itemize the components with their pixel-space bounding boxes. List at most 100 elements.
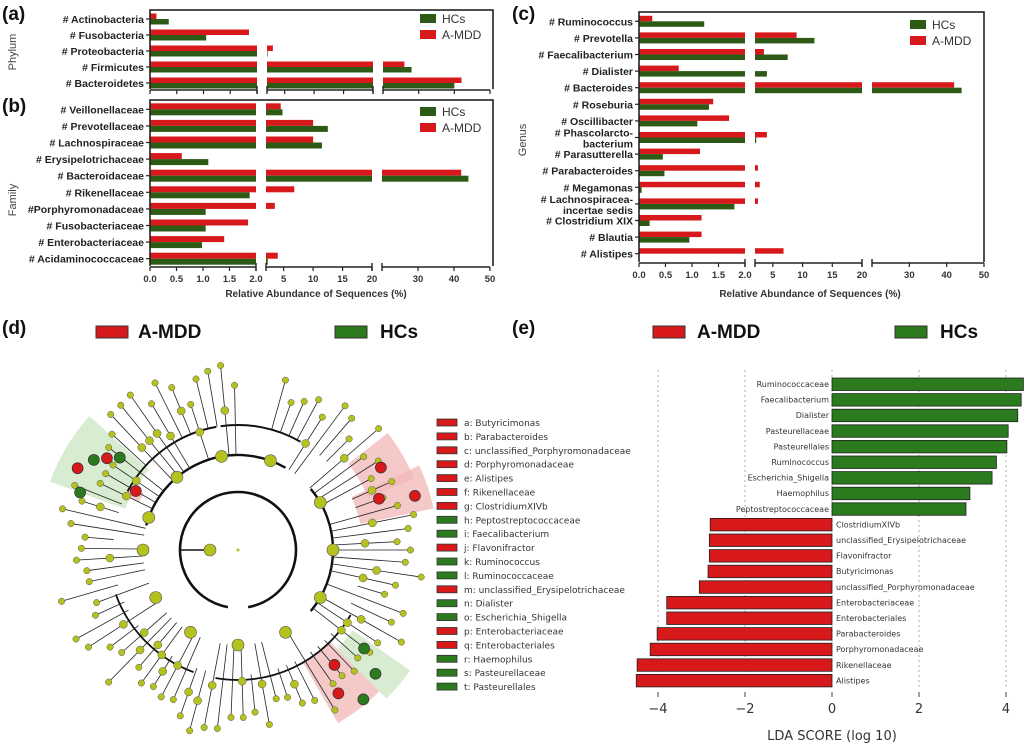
legend-swatch-amdd	[420, 30, 436, 39]
legend-label-hcs: HCs	[932, 18, 955, 32]
legend-label-hcs: HCs	[442, 12, 465, 26]
bar-hcs	[872, 87, 962, 94]
bar-amdd	[150, 153, 182, 160]
panel-label-b: (b)	[2, 96, 26, 117]
legend-swatch-hcs	[420, 14, 436, 23]
node	[137, 443, 147, 452]
branch	[286, 631, 336, 711]
bar-hcs	[383, 83, 455, 89]
leaf-node	[67, 520, 75, 527]
bar-hcs	[383, 67, 412, 73]
node	[173, 661, 182, 670]
panel-b-family-chart: (b) Family # Veillonellaceae # Prevotella…	[2, 96, 495, 300]
biomarker-node-amdd	[375, 461, 387, 474]
bar-hcs	[831, 424, 1009, 438]
node	[360, 539, 370, 548]
branch	[75, 609, 129, 640]
bar-amdd	[649, 642, 833, 657]
bar-label: Rikenellaceae	[836, 661, 892, 670]
bar-hcs	[266, 125, 328, 132]
legend-label-amdd: A-MDD	[442, 121, 482, 135]
x-tick-label: 50	[979, 270, 990, 281]
node	[157, 650, 167, 660]
biomarker-node-amdd	[71, 462, 84, 475]
bar-amdd	[872, 82, 955, 88]
bar-amdd	[636, 658, 833, 672]
node	[326, 543, 340, 557]
node	[301, 439, 310, 448]
legend-swatch	[436, 627, 458, 635]
category-label: # Enterobacteriaceae	[38, 237, 144, 249]
x-axis-title-c: Relative Abundance of Sequences (%)	[719, 289, 900, 300]
branch-arc	[114, 594, 194, 674]
legend-swatch	[436, 432, 458, 441]
leaf-node	[393, 538, 401, 546]
bar-hcs	[639, 203, 735, 210]
x-tick-label: 0.5	[659, 270, 673, 281]
category-label: # Oscillibacter	[561, 116, 633, 128]
bar-hcs	[150, 125, 256, 132]
leaf-node	[404, 525, 412, 532]
branch-arc	[220, 424, 301, 443]
x-tick-label: 15	[337, 274, 348, 285]
leaf-node	[96, 479, 104, 487]
leaf-node	[345, 435, 353, 443]
bar-amdd	[267, 45, 273, 51]
panel-c-genus-chart: (c) Genus # Ruminococcus # Prevotella # Fa…	[512, 4, 989, 300]
legend-item-label: p: Enterobacteriaceae	[464, 628, 564, 638]
bar-hcs	[755, 54, 788, 60]
x-tick-label: 1.5	[223, 274, 237, 285]
leaf-node	[287, 399, 295, 406]
panel-label-d: (d)	[2, 318, 26, 339]
category-label: # Acidaminococcaceae	[29, 254, 144, 266]
bar-hcs	[639, 87, 745, 94]
leaf-node	[360, 453, 368, 461]
node	[358, 573, 368, 583]
bar-hcs	[150, 225, 206, 232]
category-label: # Lachnospiracea-	[541, 194, 634, 206]
node	[257, 679, 267, 689]
bar-hcs	[150, 109, 256, 116]
leaf-node	[213, 725, 221, 732]
node	[279, 625, 292, 639]
legend-item-label: h: Peptostreptococcaceae	[464, 516, 581, 526]
leaf-node	[227, 713, 235, 721]
branch	[296, 399, 319, 441]
bar-amdd	[150, 119, 256, 126]
category-label: # Firmicutes	[82, 62, 144, 74]
category-label: # Parasutterella	[555, 149, 633, 161]
branch	[81, 547, 144, 550]
bar-amdd	[698, 580, 833, 594]
node	[203, 543, 217, 557]
x-tick-label: 5	[281, 274, 287, 285]
bar-hcs	[267, 83, 373, 89]
legend-label-amdd-d: A-MDD	[138, 322, 201, 343]
leaf-node	[187, 401, 195, 408]
bar-hcs	[150, 19, 169, 25]
branch	[332, 528, 409, 539]
bar-label: Butyricimonas	[836, 567, 893, 576]
branch	[105, 473, 156, 503]
branch	[230, 644, 235, 718]
node	[131, 476, 141, 486]
branch	[324, 639, 355, 672]
bar-amdd	[267, 77, 373, 83]
bar-label: Haemophilus	[777, 489, 829, 498]
legend-swatch	[436, 446, 458, 455]
leaf-node	[318, 413, 326, 421]
leaf-node	[217, 362, 225, 369]
node	[343, 618, 352, 627]
leaf-node	[281, 376, 289, 384]
node	[142, 511, 156, 524]
legend-item-label: n: Dialister	[464, 600, 513, 610]
node	[166, 431, 175, 441]
legend-label-hcs-d: HCs	[380, 322, 418, 343]
legend-item-label: t: Pasteurellales	[464, 683, 536, 693]
bar-hcs	[639, 21, 705, 27]
branch	[294, 661, 316, 701]
legend-swatch	[436, 585, 458, 594]
leaf-node	[135, 663, 143, 671]
bar-hcs	[639, 137, 745, 143]
x-tick-label: 15	[827, 270, 838, 281]
category-label: # Blautia	[589, 232, 633, 244]
